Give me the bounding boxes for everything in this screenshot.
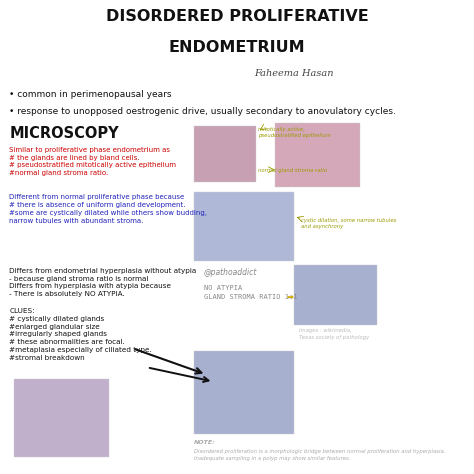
Text: CLUES:
# cystically dilated glands
#enlarged glandular size
#irregularly shaped : CLUES: # cystically dilated glands #enla… (9, 308, 152, 361)
Text: Disordered proliferation is a morphologic bridge between normal proliferation an: Disordered proliferation is a morphologi… (194, 449, 446, 461)
Text: Faheema Hasan: Faheema Hasan (254, 69, 334, 78)
Text: Similar to proliferative phase endometrium as
# the glands are lined by bland ce: Similar to proliferative phase endometri… (9, 147, 176, 176)
Text: Different from normal proliferative phase because
# there is absence of uniform : Different from normal proliferative phas… (9, 194, 208, 224)
Text: NO ATYPIA
GLAND STROMA RATIO 1:1: NO ATYPIA GLAND STROMA RATIO 1:1 (204, 285, 297, 300)
Text: NOTE:: NOTE: (194, 440, 216, 445)
FancyBboxPatch shape (294, 265, 377, 325)
Text: Images : wikimedia,
Texas society of pathology: Images : wikimedia, Texas society of pat… (299, 328, 369, 340)
FancyBboxPatch shape (194, 351, 294, 434)
Text: cystic dilation, some narrow tubules
and asynchrony: cystic dilation, some narrow tubules and… (301, 218, 396, 229)
Text: ➡: ➡ (287, 293, 294, 302)
FancyBboxPatch shape (194, 192, 294, 261)
Text: • response to unopposed oestrogenic drive, usually secondary to anovulatory cycl: • response to unopposed oestrogenic driv… (9, 107, 396, 116)
Text: normal gland stroma ratio: normal gland stroma ratio (258, 168, 328, 173)
Text: mitotically active,
pseudostratified epithelium: mitotically active, pseudostratified epi… (258, 127, 331, 138)
Text: @pathoaddict: @pathoaddict (204, 268, 257, 277)
Text: • common in perimenopausal years: • common in perimenopausal years (9, 90, 172, 99)
Text: Differs from endometrial hyperplasia without atypia
- because gland stroma ratio: Differs from endometrial hyperplasia wit… (9, 268, 197, 297)
Text: ENDOMETRIUM: ENDOMETRIUM (169, 40, 305, 55)
Text: MICROSCOPY: MICROSCOPY (9, 126, 119, 141)
FancyBboxPatch shape (14, 379, 109, 457)
Text: DISORDERED PROLIFERATIVE: DISORDERED PROLIFERATIVE (106, 9, 368, 24)
FancyBboxPatch shape (194, 126, 256, 182)
FancyBboxPatch shape (275, 123, 360, 187)
